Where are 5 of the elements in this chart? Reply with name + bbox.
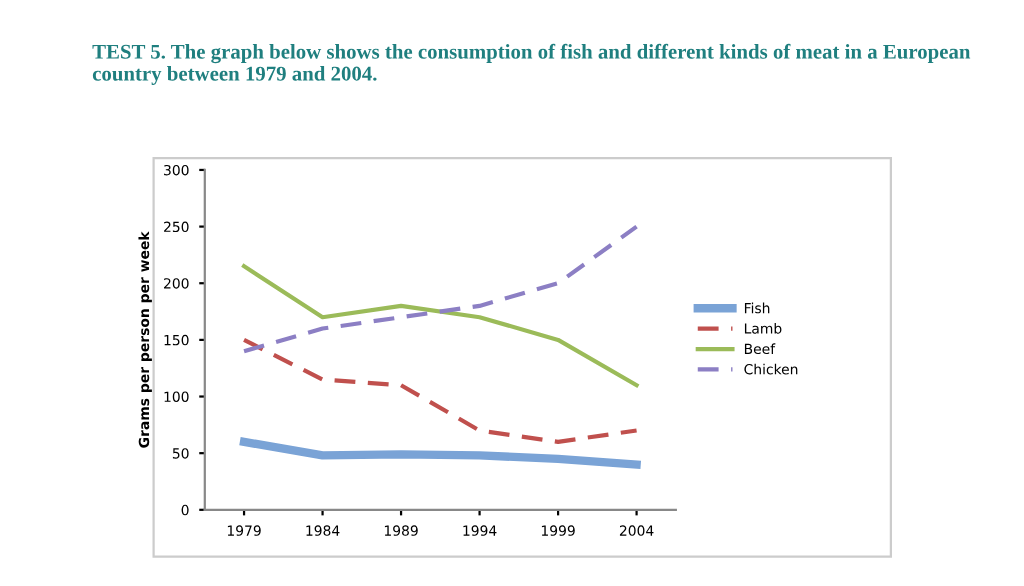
- line-series: [241, 264, 639, 388]
- line-series: [241, 224, 639, 354]
- chart-title: TEST 5. The graph below shows the consumption of fish and different kinds of meat in a European country between 1979 and 2004.: [92, 43, 971, 85]
- line-series: [241, 337, 639, 444]
- line-series: [239, 437, 641, 469]
